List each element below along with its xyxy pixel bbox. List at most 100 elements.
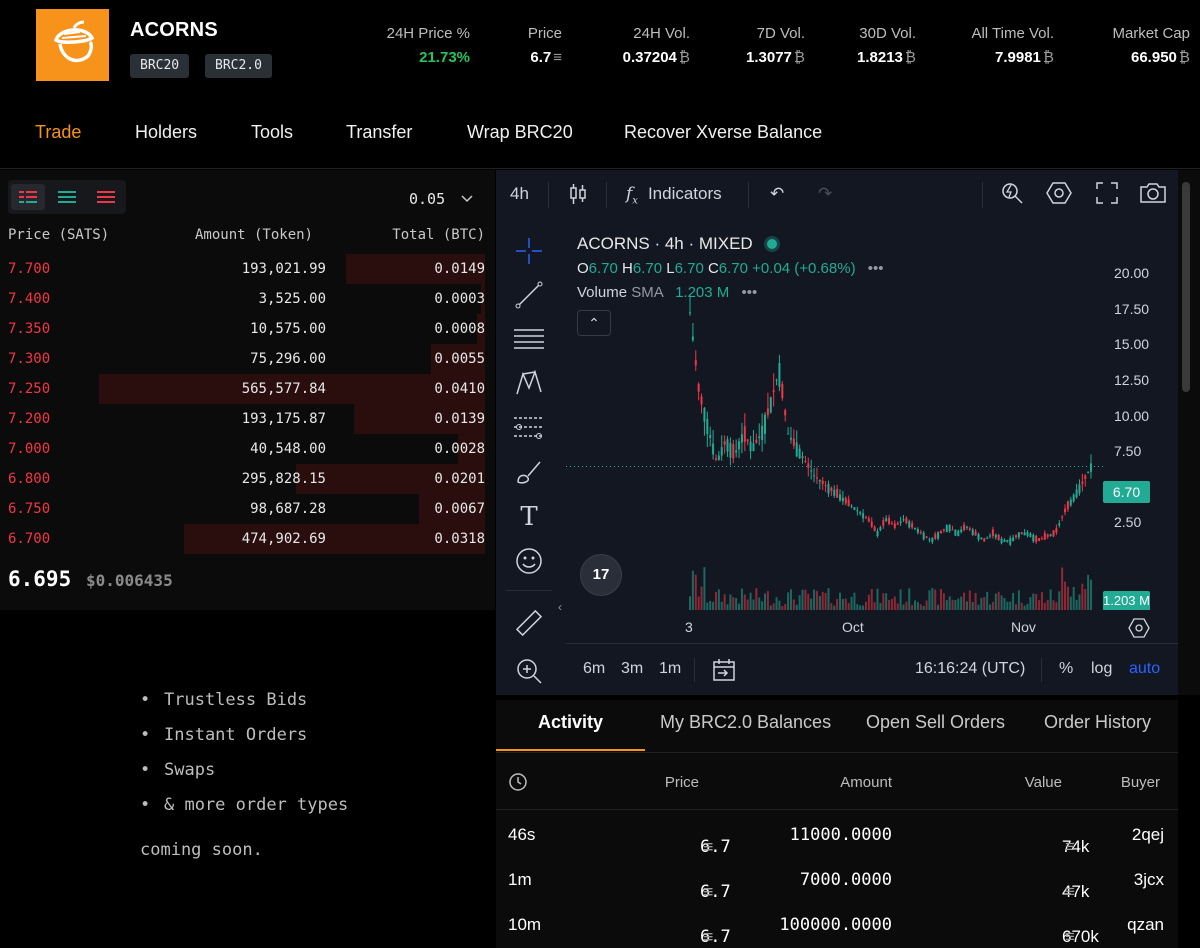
view-both-button[interactable] <box>11 184 45 210</box>
volume-bar <box>761 601 764 610</box>
volume-bar <box>968 590 971 610</box>
order-book-row[interactable]: 6.750 98,687.28 0.0067 <box>0 494 495 524</box>
candle-type-button[interactable] <box>568 182 588 211</box>
y-tick-label: 15.00 <box>1114 336 1150 353</box>
tab-activity[interactable]: Activity <box>538 712 604 732</box>
candle-body <box>951 529 954 531</box>
candle-body <box>729 442 732 458</box>
axis-settings-icon[interactable] <box>1128 617 1150 644</box>
candle-body <box>885 518 888 522</box>
activity-amount: 100000.0000 <box>779 915 892 935</box>
precision-select[interactable]: 0.05 <box>409 190 474 208</box>
text-tool-icon[interactable]: T <box>520 502 538 532</box>
collapse-sidebar-icon[interactable]: ‹ <box>558 600 562 614</box>
ask-total: 0.0008 <box>434 321 485 337</box>
activity-row[interactable]: 10m 6.7 ≡ 100000.0000 670k ≡ qzan <box>508 915 1164 947</box>
order-book-row[interactable]: 7.350 10,575.00 0.0008 <box>0 314 495 344</box>
volume-bar <box>980 597 983 610</box>
utc-clock[interactable]: 16:16:24 (UTC) <box>915 660 1026 677</box>
nav-wrap-brc20[interactable]: Wrap BRC20 <box>467 122 573 142</box>
order-book-row[interactable]: 6.700 474,902.69 0.0318 <box>0 524 495 554</box>
brush-icon[interactable] <box>512 454 546 488</box>
volume-bar <box>810 598 813 610</box>
screenshot-icon[interactable] <box>1139 182 1167 209</box>
stat-7d-vol: 7D Vol. 1.3077 ₿ <box>746 25 805 66</box>
nav-transfer[interactable]: Transfer <box>346 122 413 142</box>
token-name: ACORNS <box>130 19 218 41</box>
nav-tools[interactable]: Tools <box>251 122 294 142</box>
log-scale-button[interactable]: log <box>1091 660 1113 677</box>
page-scrollbar[interactable] <box>1178 170 1200 695</box>
order-book-row[interactable]: 7.400 3,525.00 0.0003 <box>0 284 495 314</box>
redo-icon[interactable]: ↷ <box>818 184 833 203</box>
interval-button[interactable]: 4h <box>510 184 529 203</box>
candle-body <box>954 529 957 536</box>
scrollbar-thumb[interactable] <box>1182 182 1190 392</box>
order-book-row[interactable]: 7.200 193,175.87 0.0139 <box>0 404 495 434</box>
activity-buyer[interactable]: 2qej <box>1131 825 1164 844</box>
order-book-row[interactable]: 7.250 565,577.84 0.0410 <box>0 374 495 404</box>
tab-order-history[interactable]: Order History <box>1044 712 1152 732</box>
view-asks-button[interactable] <box>89 184 123 210</box>
candle-body <box>968 528 971 530</box>
nav-trade[interactable]: Trade <box>35 122 82 142</box>
auto-scale-button[interactable]: auto <box>1129 660 1161 677</box>
volume-bar <box>954 600 957 610</box>
book-both-icon <box>19 191 37 203</box>
coming-item: Swaps <box>140 760 348 795</box>
emoji-icon[interactable] <box>512 544 546 578</box>
indicators-button[interactable]: fx Indicators <box>626 184 722 207</box>
activity-buyer[interactable]: 3jcx <box>1133 870 1164 889</box>
nav-holders[interactable]: Holders <box>135 122 198 142</box>
order-book-row[interactable]: 7.300 75,296.00 0.0055 <box>0 344 495 374</box>
activity-row[interactable]: 1m 6.7 ≡ 7000.0000 47k ≡ 3jcx <box>508 870 1164 902</box>
date-range-icon[interactable] <box>712 658 736 687</box>
candle-body <box>911 523 914 528</box>
settings-hex-icon[interactable] <box>1046 181 1072 210</box>
trend-line-icon[interactable] <box>512 278 546 312</box>
percent-scale-button[interactable]: % <box>1059 660 1074 677</box>
crosshair-icon[interactable] <box>512 234 546 268</box>
order-book-row[interactable]: 7.700 193,021.99 0.0149 <box>0 254 495 284</box>
order-book-row[interactable]: 7.000 40,548.00 0.0028 <box>0 434 495 464</box>
candle-body <box>896 523 899 525</box>
candle-body <box>1064 508 1067 513</box>
volume-bar <box>847 603 850 610</box>
activity-buyer[interactable]: qzan <box>1127 915 1164 934</box>
x-tick-label: Oct <box>842 619 864 635</box>
pattern-icon[interactable] <box>512 366 546 400</box>
range-1m[interactable]: 1m <box>659 660 682 677</box>
fullscreen-icon[interactable] <box>1096 182 1118 209</box>
collapse-legend-button[interactable]: ⌃ <box>577 310 611 336</box>
tradingview-logo[interactable]: 17 <box>580 554 622 596</box>
volume-bar <box>798 595 801 610</box>
active-tab-indicator <box>496 749 645 751</box>
tab-my-brc2-balances[interactable]: My BRC2.0 Balances <box>660 712 832 732</box>
volume-bar <box>882 593 885 610</box>
activity-row[interactable]: 46s 6.7 ≡ 11000.0000 74k ≡ 2qej <box>508 825 1164 857</box>
quick-search-icon[interactable] <box>1000 181 1024 210</box>
nav-recover-xverse[interactable]: Recover Xverse Balance <box>624 122 823 142</box>
range-6m[interactable]: 6m <box>583 660 606 677</box>
undo-icon[interactable]: ↶ <box>770 184 785 203</box>
x-tick-label: Nov <box>1011 619 1036 635</box>
order-book-row[interactable]: 6.800 295,828.15 0.0201 <box>0 464 495 494</box>
candle-body <box>798 448 801 459</box>
fib-lines-icon[interactable] <box>512 322 546 356</box>
view-bids-button[interactable] <box>50 184 84 210</box>
candle-body <box>795 442 798 457</box>
candle-body <box>723 441 726 445</box>
ruler-icon[interactable] <box>512 606 546 640</box>
candle-body <box>864 517 867 519</box>
volume-bar <box>746 599 749 610</box>
candle-body <box>1052 530 1055 537</box>
prediction-icon[interactable] <box>512 410 546 444</box>
candle-body <box>697 383 700 392</box>
tab-open-sell-orders[interactable]: Open Sell Orders <box>866 712 1006 732</box>
volume-bar <box>971 601 974 610</box>
range-3m[interactable]: 3m <box>621 660 644 677</box>
volume-bar <box>1020 602 1023 610</box>
chart-plot-area[interactable]: ACORNS · 4h · MIXED O6.70 H6.70 L6.70 C6… <box>566 222 1178 610</box>
volume-bar <box>749 592 752 610</box>
zoom-in-icon[interactable] <box>512 654 546 688</box>
